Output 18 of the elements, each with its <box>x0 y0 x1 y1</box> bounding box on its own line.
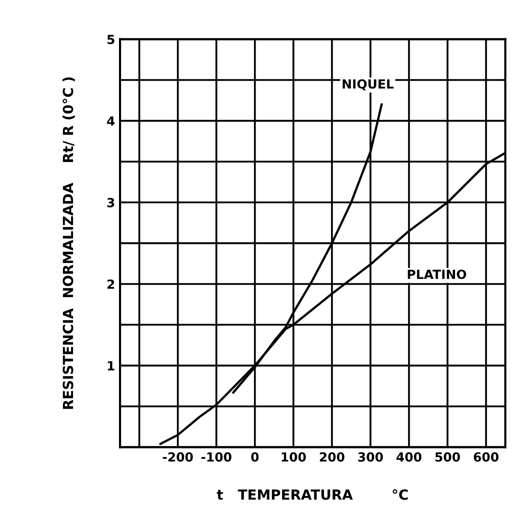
x-axis-title: t TEMPERATURA °C <box>216 489 408 500</box>
y-tick-label: 2 <box>107 279 114 289</box>
y-tick-label: 5 <box>107 34 114 44</box>
y-tick-label: 1 <box>108 361 114 370</box>
x-tick-label: 600 <box>474 452 498 462</box>
x-tick-label: 100 <box>282 452 306 462</box>
x-tick-label: 200 <box>320 452 344 462</box>
x-tick-label: -100 <box>201 452 232 462</box>
y-axis-title: RESISTENCIA NORMALIZADA Rt/ R (0°C ) <box>62 77 75 409</box>
x-tick-label: -200 <box>162 452 193 462</box>
series-label: NIQUEL <box>342 79 394 90</box>
x-tick-label: 300 <box>358 452 383 462</box>
y-tick-label: 4 <box>107 116 115 126</box>
x-tick-label: 500 <box>435 452 460 462</box>
x-tick-label: 0 <box>251 452 259 462</box>
y-tick-label: 3 <box>107 198 114 208</box>
text: PLATINO <box>408 270 466 280</box>
x-tick-label: 400 <box>396 452 422 462</box>
